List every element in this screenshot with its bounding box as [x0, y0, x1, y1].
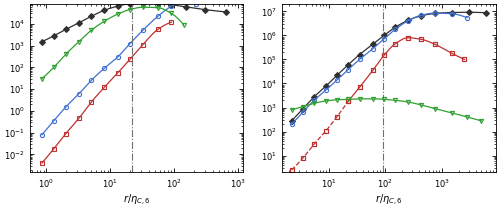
X-axis label: $r/\eta_{C,6}$: $r/\eta_{C,6}$ [375, 192, 403, 208]
X-axis label: $r/\eta_{C,6}$: $r/\eta_{C,6}$ [123, 192, 150, 208]
